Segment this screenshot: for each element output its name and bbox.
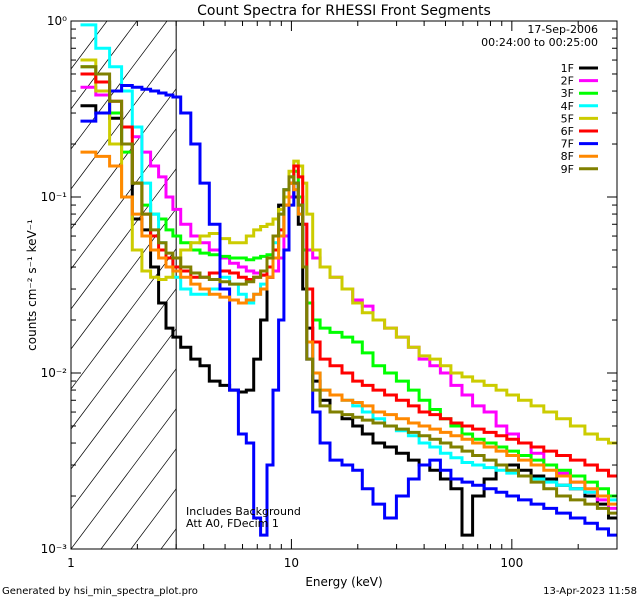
y-axis-label: counts cm⁻² s⁻¹ keV⁻¹ xyxy=(25,219,39,351)
date-label: 17-Sep-2006 xyxy=(527,23,598,36)
legend-label-1F: 1F xyxy=(561,62,574,75)
legend-label-6F: 6F xyxy=(561,125,574,138)
x-tick-label: 100 xyxy=(500,556,523,570)
time-range-label: 00:24:00 to 00:25:00 xyxy=(481,36,598,49)
x-tick-label: 10 xyxy=(284,556,299,570)
plot-frame xyxy=(70,20,618,550)
x-tick-label: 1 xyxy=(67,556,75,570)
hatch-line xyxy=(71,21,228,230)
legend-label-5F: 5F xyxy=(561,112,574,125)
annotation-attenuator: Att A0, FDecim 1 xyxy=(186,517,279,530)
y-tick-label: 10⁻² xyxy=(41,366,68,380)
generated-by-label: Generated by hsi_min_spectra_plot.pro xyxy=(2,586,198,597)
y-axis: 10⁰ 10⁻¹ 10⁻² 10⁻³ xyxy=(41,14,617,556)
hatch-line xyxy=(71,21,168,150)
y-tick-label: 10⁻³ xyxy=(41,542,68,556)
series-line-9F xyxy=(80,65,617,515)
series-layer xyxy=(80,23,617,537)
hatch-line xyxy=(71,21,108,70)
x-axis: 1 10 100 xyxy=(67,21,618,570)
y-tick-label: 10⁰ xyxy=(47,14,67,28)
legend-label-3F: 3F xyxy=(561,87,574,100)
timestamp-label: 13-Apr-2023 11:58 xyxy=(543,586,637,597)
x-axis-label: Energy (keV) xyxy=(305,575,382,589)
y-tick-label: 10⁻¹ xyxy=(41,190,68,204)
chart-title: Count Spectra for RHESSI Front Segments xyxy=(197,3,491,19)
legend-label-9F: 9F xyxy=(561,163,574,176)
annotation-background: Includes Background xyxy=(186,505,301,518)
legend-label-8F: 8F xyxy=(561,150,574,163)
legend-label-4F: 4F xyxy=(561,100,574,113)
legend-label-2F: 2F xyxy=(561,75,574,88)
legend-label-7F: 7F xyxy=(561,138,574,151)
